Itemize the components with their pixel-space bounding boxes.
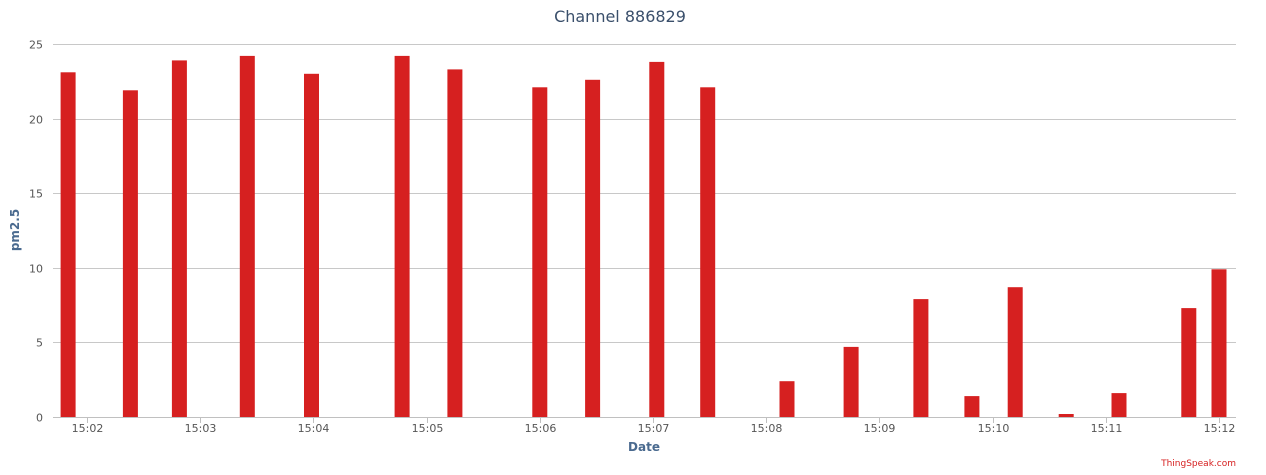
bar[interactable] xyxy=(394,55,410,418)
bar[interactable] xyxy=(60,72,76,418)
y-axis-title: pm2.5 xyxy=(8,209,22,251)
x-tick-label: 15:12 xyxy=(1204,422,1236,435)
bar[interactable] xyxy=(779,381,795,417)
y-tick-label: 15 xyxy=(29,188,43,201)
bar[interactable] xyxy=(532,87,548,418)
y-tick-label: 5 xyxy=(36,337,43,350)
bar[interactable] xyxy=(304,73,319,418)
bar[interactable] xyxy=(964,396,980,417)
gridlines xyxy=(53,44,1236,418)
bar[interactable] xyxy=(843,346,859,417)
x-tick-label: 15:08 xyxy=(751,422,783,435)
bar[interactable] xyxy=(447,69,463,418)
bar[interactable] xyxy=(700,87,716,418)
y-tick-label: 20 xyxy=(29,114,43,127)
y-axis: 0 5 10 15 20 25 xyxy=(29,39,43,425)
x-axis: 15:02 15:03 15:04 15:05 15:06 15:07 15:08 15:09… xyxy=(53,417,1236,435)
x-tick-label: 15:06 xyxy=(525,422,557,435)
bar[interactable] xyxy=(171,60,187,418)
x-tick-label: 15:09 xyxy=(864,422,896,435)
bar[interactable] xyxy=(1007,287,1023,417)
bar[interactable] xyxy=(1181,308,1197,417)
x-tick-label: 15:03 xyxy=(185,422,217,435)
bars xyxy=(60,55,1227,418)
chart-title: Channel 886829 xyxy=(554,7,686,26)
x-tick-label: 15:10 xyxy=(978,422,1010,435)
y-tick-label: 10 xyxy=(29,263,43,276)
y-tick-label: 25 xyxy=(29,39,43,52)
bar[interactable] xyxy=(239,55,255,418)
bar[interactable] xyxy=(1211,269,1227,417)
thingspeak-credit-link[interactable]: ThingSpeak.com xyxy=(1161,459,1236,469)
bar[interactable] xyxy=(122,90,138,418)
y-tick-label: 0 xyxy=(36,412,43,425)
bar[interactable] xyxy=(913,299,929,417)
bar[interactable] xyxy=(1111,393,1127,417)
x-tick-label: 15:11 xyxy=(1091,422,1123,435)
x-tick-label: 15:07 xyxy=(638,422,670,435)
bar[interactable] xyxy=(585,79,601,418)
x-tick-label: 15:02 xyxy=(72,422,104,435)
bar[interactable] xyxy=(1058,414,1074,417)
bar[interactable] xyxy=(649,61,665,418)
x-tick-label: 15:05 xyxy=(412,422,444,435)
x-tick-label: 15:04 xyxy=(298,422,330,435)
x-axis-title: Date xyxy=(628,440,660,454)
